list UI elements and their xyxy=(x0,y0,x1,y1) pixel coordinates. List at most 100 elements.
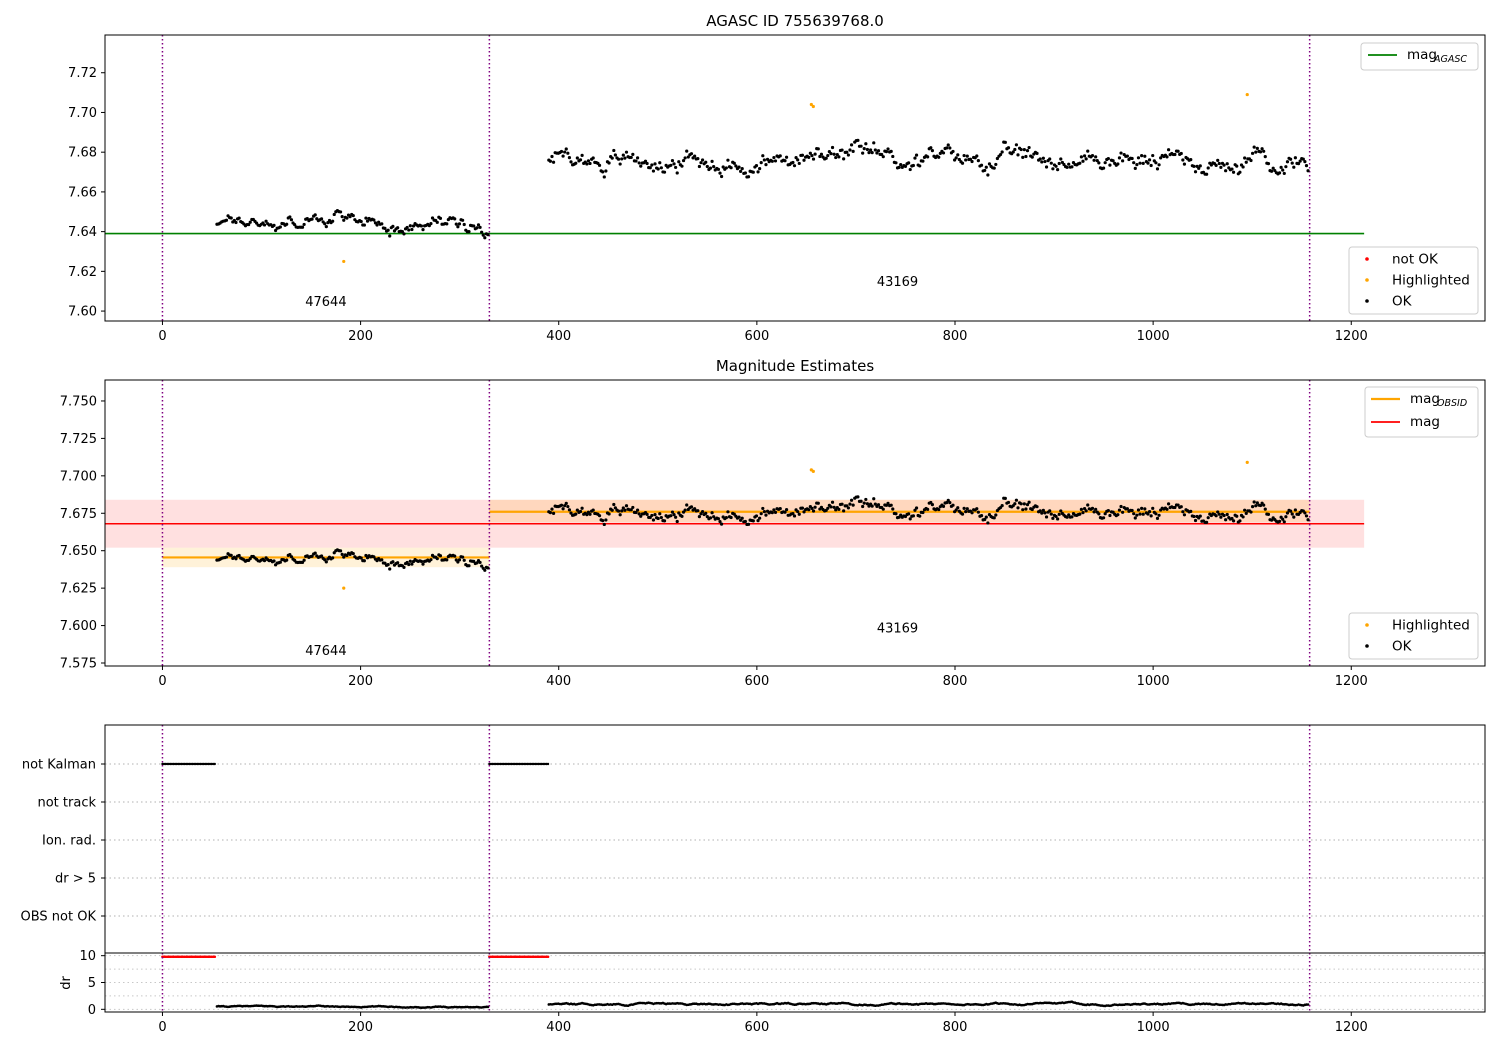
ok-point xyxy=(849,143,854,147)
legend-frame xyxy=(1348,246,1479,315)
ok-point xyxy=(467,230,471,234)
ok-point xyxy=(1166,502,1171,506)
ok-point xyxy=(697,514,702,519)
legend-label-mag: mag xyxy=(1410,391,1440,407)
ok-point xyxy=(653,512,657,517)
ok-point xyxy=(751,519,755,523)
ok-point xyxy=(285,558,289,562)
ok-point xyxy=(262,559,267,563)
ok-point xyxy=(1103,512,1107,516)
ok-point xyxy=(365,219,370,223)
ok-point xyxy=(865,147,870,152)
ok-point xyxy=(302,558,306,562)
ok-point xyxy=(772,508,776,512)
ok-point xyxy=(548,159,553,163)
ok-point xyxy=(1024,507,1028,511)
ok-point xyxy=(960,161,965,165)
ok-point xyxy=(1030,507,1034,512)
ok-point xyxy=(808,151,812,155)
ok-point xyxy=(992,166,996,170)
ok-point xyxy=(708,166,713,170)
ok-point xyxy=(637,512,641,516)
ok-point xyxy=(623,508,627,512)
ok-point xyxy=(672,162,676,166)
x-tick-label: 400 xyxy=(546,674,571,689)
ok-point xyxy=(332,212,336,217)
obsid-label: 43169 xyxy=(877,275,918,290)
ok-point xyxy=(435,557,439,561)
ok-point xyxy=(1081,510,1085,515)
ok-point xyxy=(770,511,774,515)
ok-point xyxy=(975,154,979,158)
ok-point xyxy=(656,516,660,521)
ok-point xyxy=(1255,146,1259,150)
highlighted-point xyxy=(342,586,346,590)
ok-point xyxy=(992,516,996,520)
ok-point xyxy=(859,499,863,503)
ok-point xyxy=(631,505,635,510)
ok-point xyxy=(1079,507,1084,511)
ok-point xyxy=(1030,155,1034,159)
x-tick-label: 0 xyxy=(158,329,166,344)
ok-point xyxy=(807,508,811,512)
ok-point xyxy=(551,160,556,164)
ok-point xyxy=(1292,165,1296,169)
ok-point xyxy=(585,513,589,517)
ok-point xyxy=(1025,149,1030,153)
ok-point xyxy=(1182,162,1187,166)
ok-point xyxy=(1022,502,1026,506)
ok-point xyxy=(634,510,638,515)
ok-point xyxy=(1241,165,1245,169)
highlighted-point xyxy=(342,259,346,264)
ok-point xyxy=(278,560,282,564)
ok-point xyxy=(1014,143,1019,147)
ok-point xyxy=(1159,156,1163,160)
ok-point xyxy=(1193,518,1198,523)
ok-point xyxy=(1117,156,1122,160)
ok-point xyxy=(1258,503,1263,508)
ok-point xyxy=(1022,148,1026,152)
ok-point xyxy=(331,219,335,223)
ok-point xyxy=(478,225,482,229)
ok-point xyxy=(1258,150,1263,154)
ok-point xyxy=(876,149,881,153)
ok-point xyxy=(791,160,795,165)
ok-point xyxy=(338,549,343,553)
legend-marker xyxy=(1365,278,1369,282)
ok-point xyxy=(1101,516,1106,520)
ok-point xyxy=(908,167,912,172)
ok-point xyxy=(1225,162,1229,166)
ok-point xyxy=(704,160,708,164)
ok-point xyxy=(696,509,700,513)
ok-point xyxy=(685,503,689,507)
ok-point xyxy=(229,216,233,220)
ok-point xyxy=(610,508,614,512)
ok-point xyxy=(1086,149,1090,153)
ok-point xyxy=(601,170,605,174)
obsid-label: 43169 xyxy=(877,621,918,636)
ok-point xyxy=(965,154,969,158)
ok-point xyxy=(1140,506,1144,510)
ok-point xyxy=(1284,515,1288,519)
ok-point xyxy=(1082,506,1087,511)
ok-point xyxy=(1043,511,1047,515)
ok-point xyxy=(1197,166,1201,170)
ok-point xyxy=(331,556,335,560)
ok-point xyxy=(1249,158,1253,163)
ok-point xyxy=(419,224,424,228)
ok-point xyxy=(662,519,667,523)
ok-point xyxy=(429,222,433,226)
x-tick-label: 600 xyxy=(744,674,769,689)
ok-point xyxy=(561,154,565,158)
ok-point xyxy=(1254,150,1258,154)
ok-point xyxy=(461,218,465,222)
panel-agasc: AGASC ID 755639768.0 47644 43169 7.60 7.62 7.… xyxy=(68,12,1486,344)
ok-point xyxy=(586,159,591,163)
ok-point xyxy=(824,156,828,160)
ok-point xyxy=(621,506,625,510)
ok-point xyxy=(618,162,622,166)
ok-point xyxy=(842,509,846,513)
ok-point xyxy=(1082,154,1087,158)
ok-point xyxy=(408,559,412,563)
ok-point xyxy=(629,508,633,512)
